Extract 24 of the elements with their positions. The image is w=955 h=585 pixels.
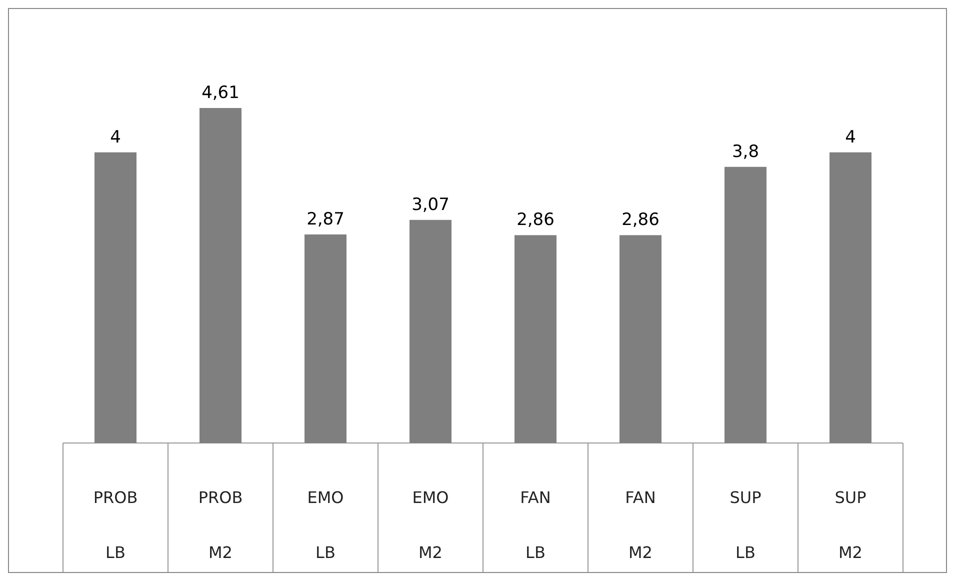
bar: [830, 152, 872, 443]
data-label: 3,8: [732, 142, 760, 162]
bar: [200, 108, 242, 443]
category-label: EMO LB: [307, 488, 344, 562]
data-label: 2,87: [306, 209, 344, 230]
category-label: EMO M2: [412, 488, 449, 562]
category-label: SUP M2: [834, 488, 866, 562]
data-label: 4: [845, 127, 856, 148]
data-label: 2,86: [516, 210, 554, 230]
category-label: SUP LB: [730, 488, 762, 562]
category-label: FAN LB: [520, 488, 551, 562]
bar: [304, 234, 346, 443]
bar: [620, 235, 662, 443]
data-label: 2,86: [622, 210, 660, 230]
data-label: 4,61: [202, 83, 240, 103]
bar: [94, 152, 136, 443]
bar: [514, 235, 556, 443]
bar: [410, 220, 452, 443]
data-label: 4: [110, 127, 121, 148]
bar: [724, 166, 766, 443]
data-label: 3,07: [412, 194, 450, 215]
category-label: FAN M2: [625, 488, 656, 562]
category-label: PROB LB: [93, 488, 138, 562]
category-label: PROB M2: [198, 488, 243, 562]
